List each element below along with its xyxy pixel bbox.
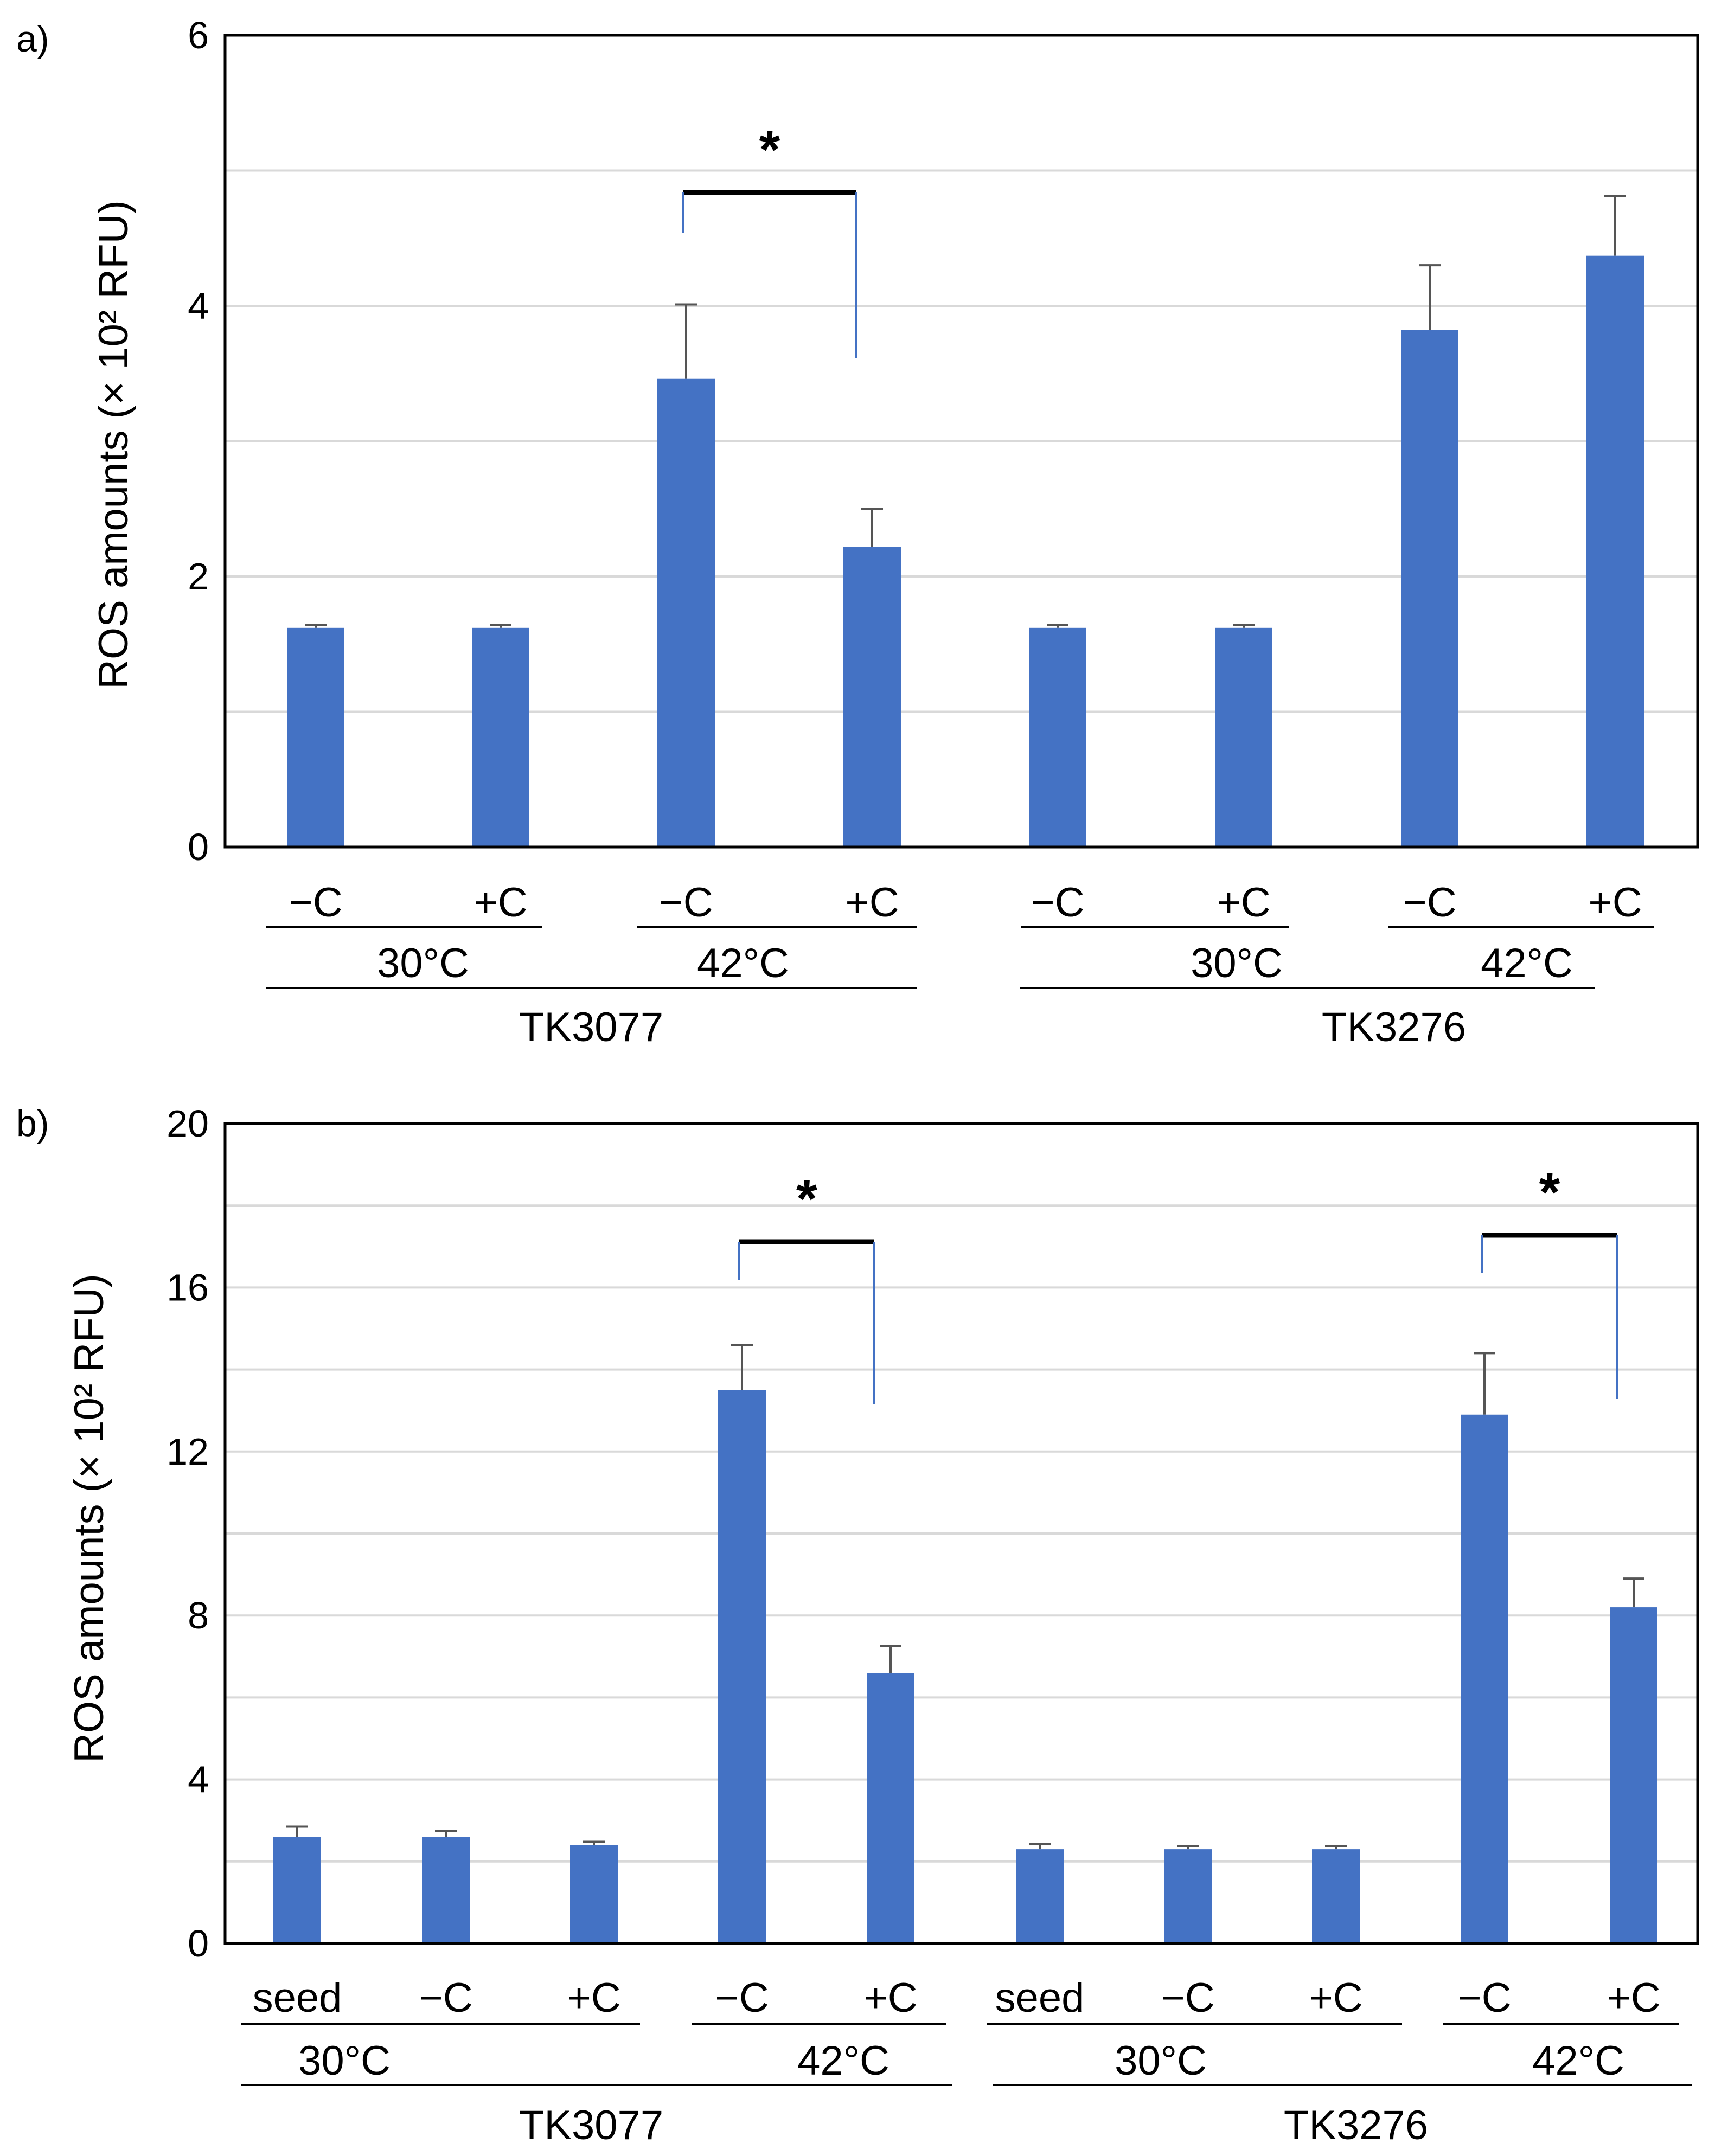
panel-b-y-ticks: 0 4 8 12 16 20 [167, 1102, 209, 1965]
condition-label: +C [1588, 880, 1642, 926]
bar [1312, 1849, 1360, 1943]
panel-a-bars [287, 255, 1644, 847]
y-tick-label: 8 [188, 1594, 209, 1637]
temperature-label: 42°C [1532, 2038, 1624, 2084]
y-tick-label: 16 [167, 1266, 209, 1308]
condition-label: +C [567, 1975, 620, 2021]
bar [657, 378, 715, 847]
panel-b-y-axis-label: ROS amounts (× 10² RFU) [66, 1274, 112, 1763]
y-tick-label: 4 [188, 1759, 209, 1801]
panel-b-significance: * * [738, 1162, 1618, 1404]
y-tick-label: 0 [188, 1922, 209, 1965]
y-tick-label: 0 [188, 826, 209, 868]
y-tick-label: 12 [167, 1430, 209, 1473]
bar [1461, 1414, 1508, 1943]
y-tick-label: 6 [188, 14, 209, 56]
panel-a-gridlines [225, 169, 1698, 713]
temperature-label: 30°C [1115, 2038, 1207, 2084]
panel-b-bars [273, 1390, 1657, 1943]
panel-a-error-bars [305, 195, 1626, 628]
condition-label: −C [419, 1975, 472, 2021]
panel-a-y-axis-label: ROS amounts (× 10² RFU) [91, 200, 137, 689]
condition-label: +C [1217, 880, 1270, 926]
y-tick-label: 2 [188, 555, 209, 598]
bar [1164, 1849, 1212, 1943]
condition-label: +C [863, 1975, 917, 2021]
bar [570, 1845, 618, 1943]
y-tick-label: 4 [188, 285, 209, 327]
bar [1401, 330, 1458, 847]
condition-label: −C [1403, 880, 1456, 926]
condition-label: +C [473, 880, 527, 926]
condition-label: −C [1457, 1975, 1511, 2021]
bar [472, 627, 529, 847]
panel-b-error-bars [286, 1344, 1644, 1850]
significance-star: * [796, 1169, 817, 1229]
panel-b-group-labels: seed −C +C −C +C seed −C +C −C +C 30°C 42°C 30°C 42°C… [241, 1975, 1692, 2148]
strain-label: TK3077 [519, 2102, 663, 2148]
significance-star: * [1539, 1162, 1560, 1223]
condition-label: +C [1607, 1975, 1660, 2021]
bar [1215, 627, 1272, 847]
bar [1029, 627, 1086, 847]
condition-label: −C [289, 880, 342, 926]
temperature-label: 30°C [377, 940, 469, 986]
bar [1610, 1607, 1657, 1943]
y-tick-label: 20 [167, 1102, 209, 1145]
condition-label: −C [715, 1975, 769, 2021]
condition-label: −C [1161, 1975, 1214, 2021]
bar [422, 1837, 470, 1943]
bar [287, 627, 344, 847]
temperature-label: 30°C [298, 2038, 391, 2084]
panel-a-y-ticks: 0 2 4 6 [188, 14, 209, 868]
condition-label: seed [995, 1975, 1085, 2021]
bar [273, 1837, 321, 1943]
bar [1586, 255, 1644, 847]
condition-label: −C [659, 880, 713, 926]
strain-label: TK3077 [519, 1004, 663, 1050]
strain-label: TK3276 [1322, 1004, 1466, 1050]
panel-b-plot-frame [223, 1122, 1699, 1945]
bar [718, 1390, 766, 1943]
panel-b-label: b) [16, 1103, 49, 1144]
significance-star: * [759, 119, 780, 180]
temperature-label: 30°C [1191, 940, 1283, 986]
panel-a-significance: * [682, 119, 857, 358]
panel-a-plot-frame [223, 34, 1699, 849]
bar [1016, 1849, 1064, 1943]
panel-a: a) 0 2 4 6 ROS amounts (× 10² RFU) * −C +C −C… [16, 14, 1699, 1050]
condition-label: seed [253, 1975, 342, 2021]
bar [867, 1673, 914, 1943]
condition-label: +C [845, 880, 899, 926]
temperature-label: 42°C [797, 2038, 889, 2084]
strain-label: TK3276 [1284, 2102, 1428, 2148]
condition-label: +C [1309, 1975, 1362, 2021]
condition-label: −C [1031, 880, 1084, 926]
panel-b-gridlines [225, 1204, 1698, 1863]
temperature-label: 42°C [697, 940, 789, 986]
temperature-label: 42°C [1481, 940, 1573, 986]
panel-a-label: a) [16, 18, 49, 60]
bar [843, 547, 901, 847]
